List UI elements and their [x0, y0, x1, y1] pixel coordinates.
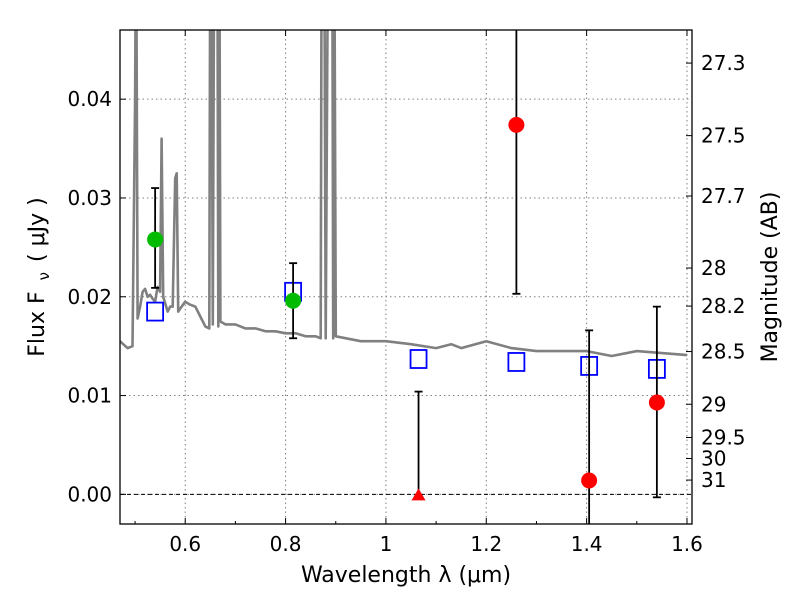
- series-layer: [120, 30, 688, 358]
- y-axis-label-group: Flux F ν ( μJy ): [25, 197, 53, 356]
- spectrum-line: [120, 30, 688, 358]
- svg-text:Flux F ν( μJy ): Flux F ν ( μJy ): [25, 197, 53, 356]
- y-tick-label: 0.03: [67, 186, 112, 210]
- y-tick-label: 0.04: [67, 87, 112, 111]
- observed-flux-green-point: [147, 231, 164, 248]
- y-tick-label: 0.01: [67, 384, 112, 408]
- mag-tick-label: 27.5: [701, 124, 746, 148]
- y-axis-label-subscript: ν: [35, 272, 53, 280]
- y-tick-label: 0.02: [67, 285, 112, 309]
- y2-axis-label: Magnitude (AB): [758, 192, 783, 363]
- x-tick-label: 1.2: [470, 532, 502, 556]
- y-axis-label-unit: ( μJy ): [25, 197, 50, 262]
- y-tick-label: 0.00: [67, 482, 112, 506]
- mag-tick-label: 28.5: [701, 340, 746, 364]
- mag-tick-label: 28.2: [701, 294, 746, 318]
- mag-tick-label: 27.7: [701, 184, 746, 208]
- model-photometry-square: [146, 301, 165, 322]
- observed-flux-red-point: [581, 472, 598, 489]
- x-tick-label: 1.4: [571, 532, 603, 556]
- mag-tick-label: 28: [701, 256, 726, 280]
- model-photometry-square: [507, 352, 526, 372]
- model-photometry-square: [409, 349, 428, 369]
- marker-layer: [146, 30, 666, 524]
- mag-tick-label: 29: [701, 392, 726, 416]
- plot-frame: [119, 29, 693, 525]
- mag-tick-label: 31: [701, 468, 726, 492]
- axis-ticks: 0.6 0.8 1 1.2 1.4 1.6 0.00 0.01 0.02 0.03 0.04 27.3…: [67, 30, 746, 556]
- upper-limit-triangle: [411, 488, 426, 501]
- grid: [120, 30, 692, 524]
- observed-flux-red-point: [508, 116, 525, 133]
- x-tick-label: 0.6: [169, 532, 201, 556]
- observed-flux-red-point: [648, 394, 665, 411]
- mag-tick-label: 30: [701, 446, 726, 470]
- mag-tick-label: 27.3: [701, 51, 746, 75]
- mag-tick-label: 29.5: [701, 426, 746, 450]
- observed-flux-green-point: [285, 292, 302, 309]
- x-tick-label: 0.8: [270, 532, 302, 556]
- x-tick-label: 1: [380, 532, 393, 556]
- x-tick-label: 1.6: [671, 532, 703, 556]
- y-axis-label: Flux F: [25, 291, 50, 356]
- x-axis-label: Wavelength λ (μm): [301, 563, 511, 588]
